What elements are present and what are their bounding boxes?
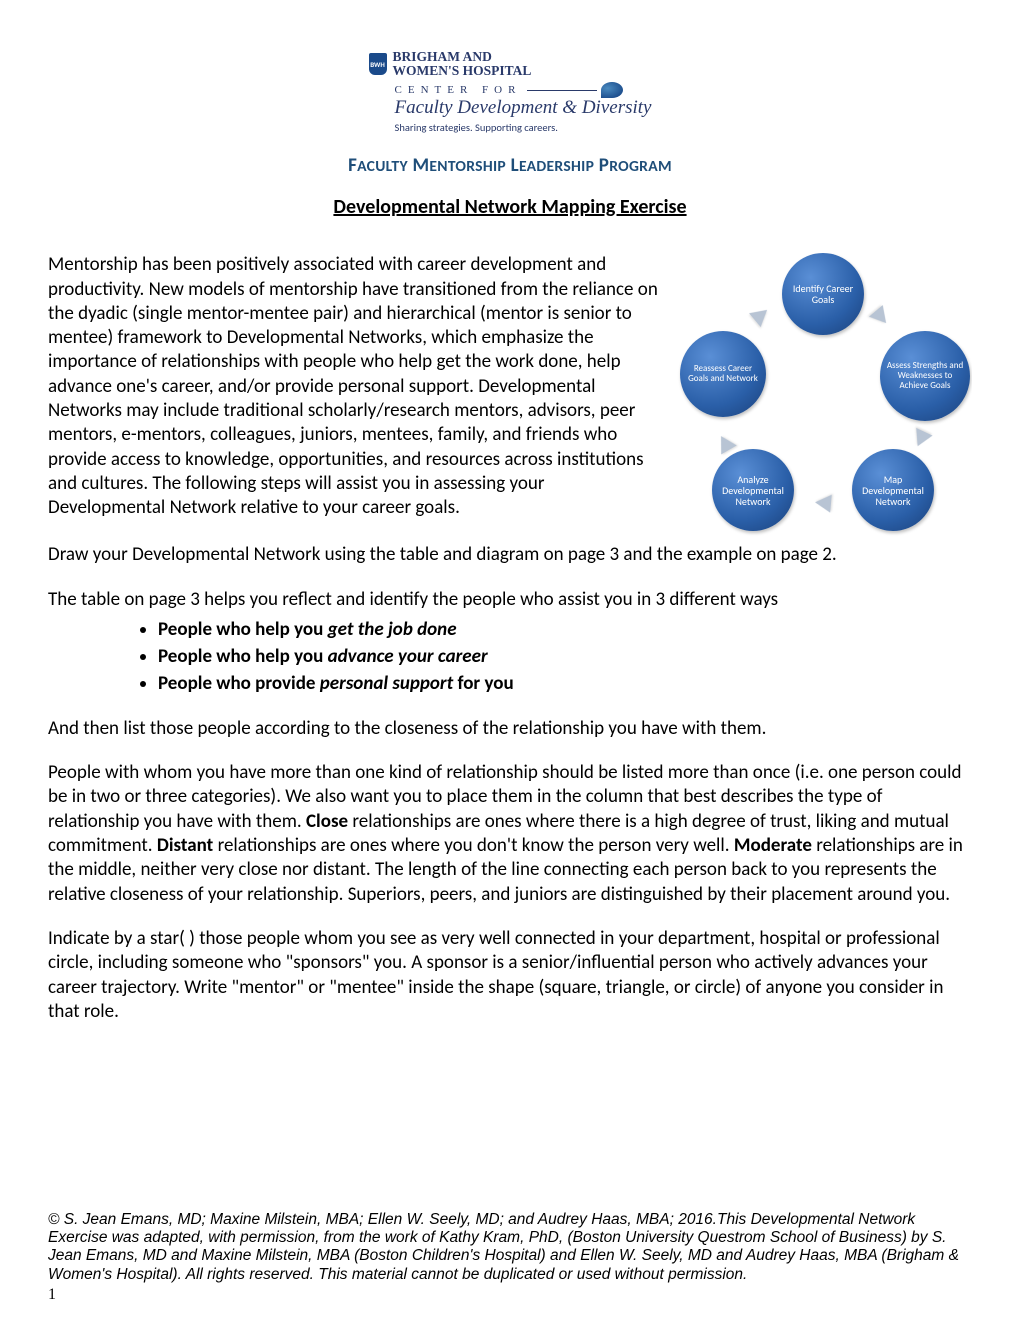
- arrow-icon: [713, 432, 737, 455]
- arrow-icon: [869, 305, 893, 329]
- diagram-node: Reassess Career Goals and Network: [680, 331, 766, 417]
- diagram-node: Analyze Developmental Network: [712, 449, 794, 531]
- list-item: People who help you advance your career: [158, 645, 972, 669]
- leaf-icon: [601, 82, 623, 98]
- program-title: FACULTY MENTORSHIP LEADERSHIP PROGRAM: [48, 154, 972, 177]
- arrow-icon: [814, 494, 832, 513]
- copyright-text: © S. Jean Emans, MD; Maxine Milstein, MB…: [48, 1211, 972, 1284]
- cycle-diagram: Identify Career GoalsAssess Strengths an…: [672, 253, 972, 543]
- paragraph-3: The table on page 3 helps you reflect an…: [48, 588, 972, 612]
- center-for-text: CENTER FOR: [369, 84, 528, 96]
- shield-icon: BWH: [369, 53, 387, 75]
- fdd-text: Faculty Development & Diversity: [369, 98, 652, 119]
- org-line1: BRIGHAM AND: [393, 50, 532, 64]
- page-number: 1: [48, 1286, 56, 1304]
- paragraph-4: And then list those people according to …: [48, 717, 972, 741]
- header-logo: BWH BRIGHAM AND WOMEN'S HOSPITAL CENTER …: [48, 50, 972, 136]
- tagline-text: Sharing strategies. Supporting careers.: [369, 121, 652, 134]
- paragraph-5: People with whom you have more than one …: [48, 761, 972, 907]
- paragraph-6: Indicate by a star( ) those people whom …: [48, 927, 972, 1024]
- list-item: People who provide personal support for …: [158, 672, 972, 696]
- subtitle: Developmental Network Mapping Exercise: [48, 195, 972, 219]
- bullet-list: People who help you get the job done Peop…: [48, 618, 972, 697]
- arrow-icon: [749, 303, 773, 327]
- diagram-node: Assess Strengths and Weaknesses to Achie…: [880, 331, 970, 421]
- diagram-node: Identify Career Goals: [782, 253, 864, 335]
- diagram-node: Map Developmental Network: [852, 449, 934, 531]
- list-item: People who help you get the job done: [158, 618, 972, 642]
- arrow-icon: [909, 428, 932, 450]
- divider-line: [527, 90, 597, 91]
- org-line2: WOMEN'S HOSPITAL: [393, 64, 532, 78]
- paragraph-2: Draw your Developmental Network using th…: [48, 543, 972, 567]
